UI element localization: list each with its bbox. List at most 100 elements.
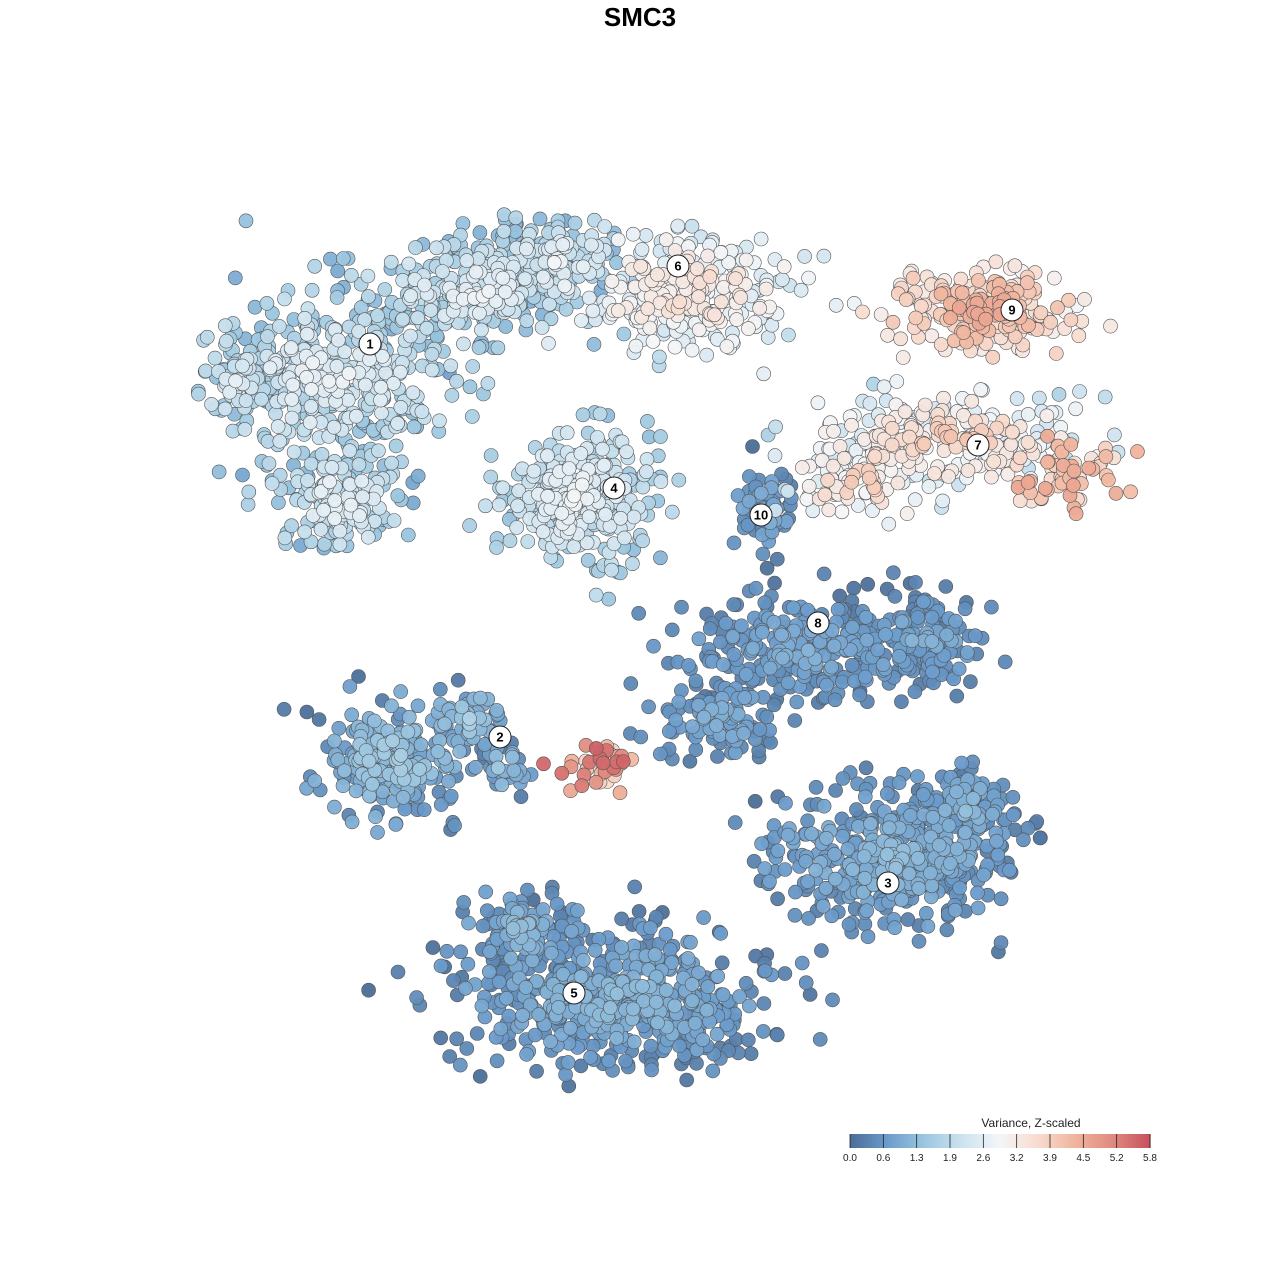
cell-point <box>384 698 399 714</box>
cell-point <box>351 457 367 472</box>
cell-point <box>297 310 313 326</box>
cell-point <box>366 713 382 729</box>
cell-point <box>377 282 393 297</box>
cell-point <box>374 405 389 421</box>
cell-point <box>939 627 955 643</box>
cell-point <box>800 642 816 658</box>
cell-point <box>272 433 288 449</box>
cell-point <box>781 327 796 343</box>
cell-point <box>798 853 814 869</box>
cell-point <box>801 911 816 926</box>
cell-point <box>778 795 793 811</box>
cell-point <box>327 493 343 508</box>
cell-point <box>432 681 448 697</box>
cell-point <box>235 358 250 374</box>
cell-point <box>688 673 704 689</box>
cell-point <box>344 814 360 830</box>
cell-point <box>515 1007 530 1023</box>
cell-point <box>536 756 551 772</box>
cell-point <box>725 629 741 644</box>
cell-point <box>738 252 754 268</box>
cell-point <box>857 669 873 685</box>
cell-point <box>329 358 345 374</box>
cell-point <box>741 321 756 336</box>
cell-point <box>551 1000 566 1015</box>
cell-point <box>937 802 953 818</box>
cell-point <box>465 359 481 374</box>
cell-point <box>241 484 257 500</box>
cell-point <box>763 735 778 750</box>
cell-point <box>1098 449 1114 464</box>
cell-point <box>1123 484 1138 500</box>
cell-point <box>910 610 926 625</box>
cell-point <box>610 303 626 318</box>
cell-point <box>1068 506 1084 522</box>
cell-point <box>770 891 785 907</box>
cell-point <box>680 951 696 966</box>
cell-point <box>322 474 337 490</box>
cell-point <box>890 475 906 491</box>
cell-point <box>905 270 921 286</box>
cell-point <box>526 463 542 479</box>
cell-point <box>326 419 342 435</box>
cell-point <box>464 409 480 424</box>
cell-point <box>534 320 550 335</box>
cell-point <box>640 301 656 317</box>
cell-point <box>641 699 656 715</box>
cell-point <box>728 271 743 287</box>
cell-point <box>1097 389 1113 405</box>
cluster-label-text: 7 <box>974 438 981 453</box>
cell-point <box>799 491 815 507</box>
cell-point <box>604 273 620 289</box>
cell-point <box>924 878 940 894</box>
cell-point <box>762 660 778 676</box>
cell-point <box>1039 408 1055 424</box>
cell-point <box>472 305 487 321</box>
cell-point <box>759 560 775 576</box>
cell-point <box>835 771 851 786</box>
colorbar-tick-label: 0.0 <box>843 1153 857 1164</box>
cell-point <box>891 648 907 664</box>
cell-point <box>1066 478 1081 493</box>
cell-point <box>907 492 923 508</box>
cell-point <box>766 614 782 630</box>
cell-point <box>756 996 772 1011</box>
cell-point <box>729 312 745 327</box>
cell-point <box>976 867 992 883</box>
cell-point <box>766 697 782 713</box>
cell-point <box>800 813 815 829</box>
cell-point <box>1063 312 1079 328</box>
cell-point <box>918 905 934 921</box>
cell-point <box>437 716 453 732</box>
cell-point <box>879 847 895 862</box>
cell-point <box>414 404 430 419</box>
cell-point <box>626 1034 642 1050</box>
cell-point <box>658 982 674 998</box>
cell-point <box>881 820 897 836</box>
cell-point <box>816 798 832 814</box>
cell-point <box>416 802 432 818</box>
cell-point <box>1068 401 1083 417</box>
cell-point <box>993 891 1009 907</box>
cell-point <box>870 642 886 658</box>
cell-point <box>844 657 860 673</box>
cell-point <box>664 504 680 520</box>
cell-point <box>327 799 342 815</box>
cell-point <box>496 224 512 239</box>
colorbar-tick-label: 1.9 <box>943 1153 957 1164</box>
cell-point <box>646 638 661 654</box>
cell-point <box>508 210 524 226</box>
cell-point <box>307 773 323 789</box>
cell-point <box>985 806 1000 822</box>
cell-point <box>491 497 507 513</box>
cell-point <box>645 334 661 349</box>
cell-point <box>271 319 287 334</box>
cell-point <box>746 853 762 869</box>
cell-point <box>442 1049 458 1064</box>
cell-point <box>627 879 643 895</box>
cell-point <box>238 393 254 408</box>
cell-point <box>653 474 669 489</box>
cell-point <box>401 256 417 272</box>
cell-point <box>898 292 914 308</box>
cell-point <box>768 419 783 435</box>
